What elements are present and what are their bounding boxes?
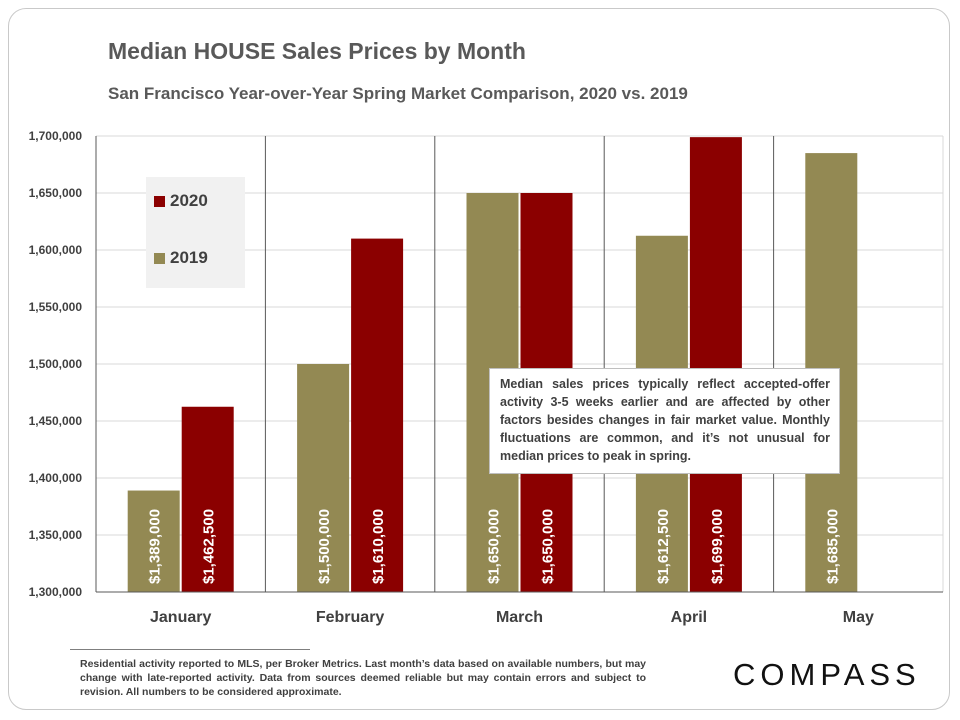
bar-2020-april [689,137,742,592]
compass-logo: COMPASS [733,657,921,692]
legend-label-2020: 2020 [170,191,208,210]
bar-2019-january [127,490,180,592]
data-label: $1,610,000 [370,509,387,584]
bar-2020-february [351,238,404,592]
legend: 2020 2019 [146,177,245,288]
y-tick-label: 1,400,000 [29,471,83,485]
x-tick-label: April [671,609,707,626]
legend-swatch-2019 [154,252,165,264]
data-label: $1,699,000 [709,509,726,584]
x-tick-label: February [316,609,385,626]
footer-divider [70,649,310,650]
data-label: $1,685,000 [824,509,841,584]
data-label: $1,650,000 [540,509,557,584]
x-tick-label: March [496,609,543,626]
legend-label-2019: 2019 [170,248,208,267]
data-label: $1,612,500 [655,509,672,584]
legend-swatch-2020 [154,195,165,207]
data-label: $1,389,000 [147,509,164,584]
annotation-note: Median sales prices typically reflect ac… [489,368,840,474]
footer-disclaimer: Residential activity reported to MLS, pe… [80,658,646,698]
legend-item-2019: 2019 [154,248,208,268]
chart-title: Median HOUSE Sales Prices by Month [108,38,526,64]
y-tick-label: 1,550,000 [29,300,83,314]
y-tick-label: 1,600,000 [29,243,83,257]
y-tick-label: 1,650,000 [29,186,83,200]
y-tick-label: 1,700,000 [29,129,83,143]
chart-subtitle: San Francisco Year-over-Year Spring Mark… [108,84,688,103]
y-tick-label: 1,300,000 [29,585,83,599]
data-label: $1,500,000 [316,509,333,584]
data-label: $1,462,500 [201,509,218,584]
x-tick-label: January [150,609,211,626]
data-label: $1,650,000 [486,509,503,584]
y-tick-label: 1,500,000 [29,357,83,371]
bar-2019-february [297,364,350,592]
y-tick-label: 1,450,000 [29,414,83,428]
bar-2020-january [181,406,234,592]
y-tick-label: 1,350,000 [29,528,83,542]
legend-item-2020: 2020 [154,191,208,211]
x-tick-label: May [843,609,874,626]
